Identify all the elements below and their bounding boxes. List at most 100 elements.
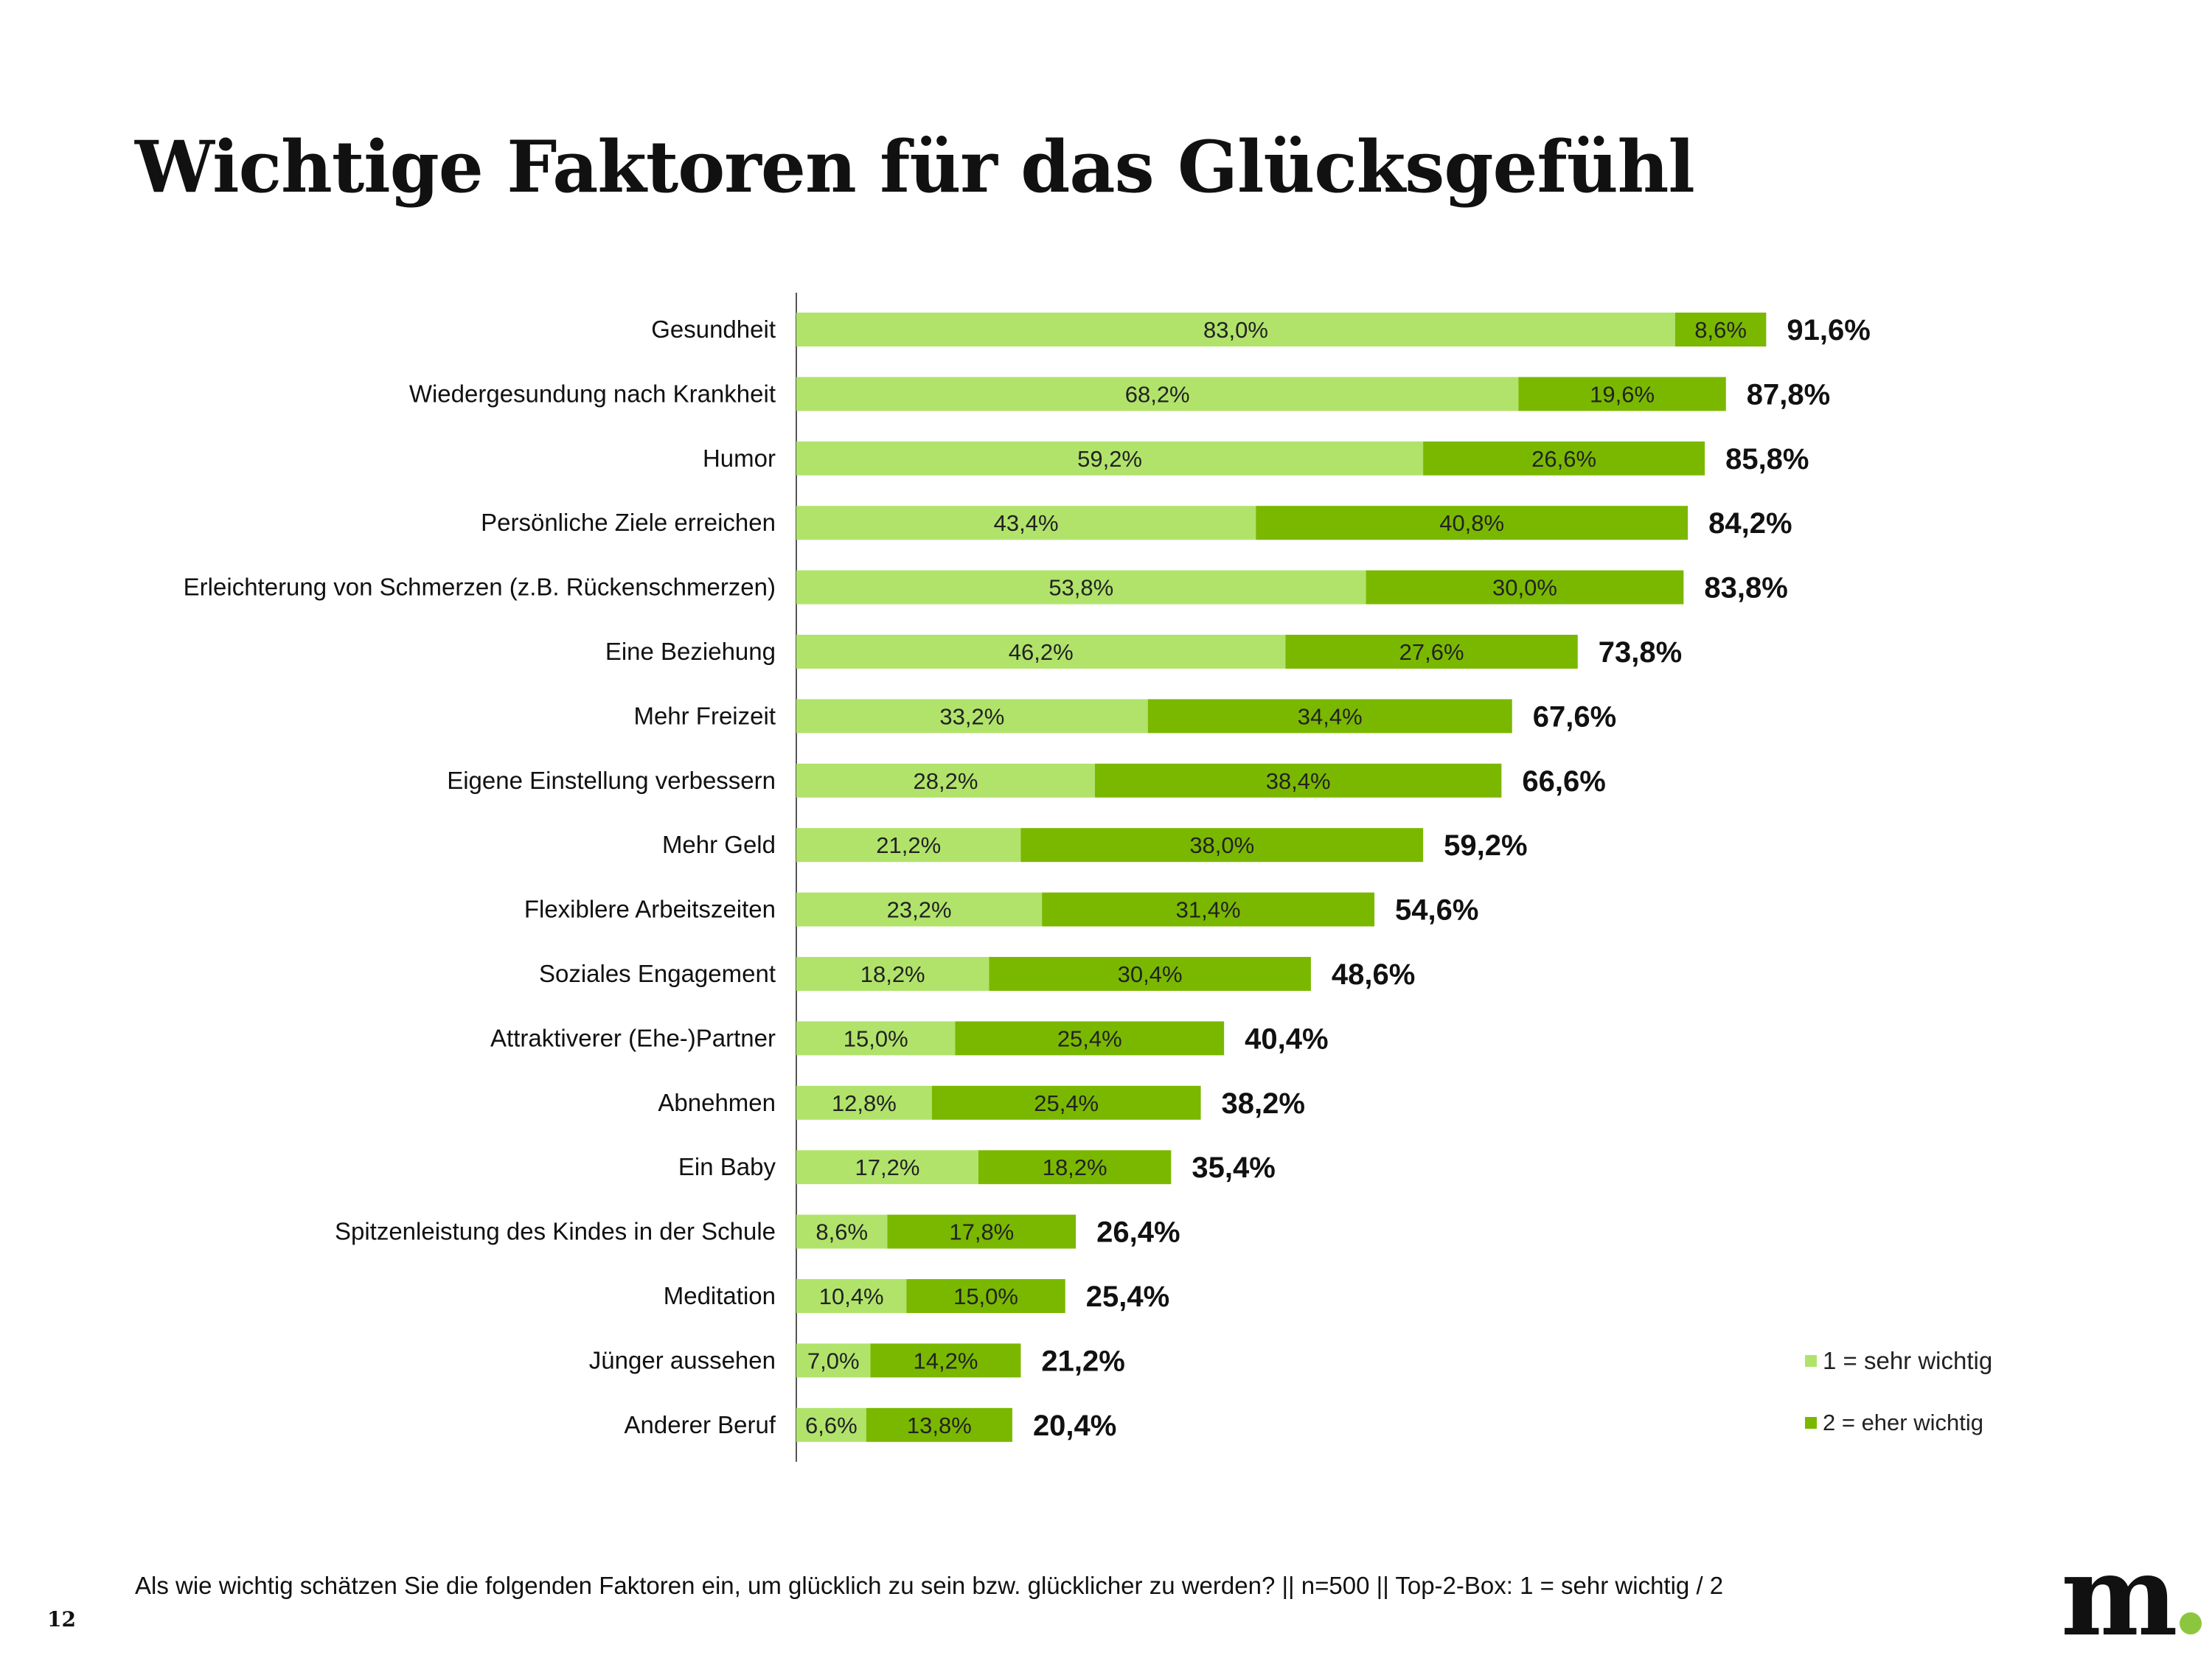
bar-value-label: 6,6% [805, 1413, 858, 1438]
bar-value-label: 38,4% [1266, 768, 1331, 794]
total-value-label: 85,8% [1725, 443, 1809, 476]
logo-letter: m [2061, 1531, 2178, 1661]
category-label: Mehr Freizeit [633, 702, 776, 729]
category-label: Mehr Geld [662, 831, 776, 858]
total-value-label: 20,4% [1033, 1410, 1116, 1442]
category-label: Soziales Engagement [539, 960, 776, 987]
category-label: Erleichterung von Schmerzen (z.B. Rücken… [184, 574, 776, 601]
bar-value-label: 17,8% [949, 1219, 1014, 1245]
total-value-label: 54,6% [1395, 894, 1478, 927]
bar-value-label: 43,4% [994, 510, 1059, 536]
bar-segment-eher-wichtig [906, 1279, 1065, 1313]
bar-segment-sehr-wichtig [796, 699, 1148, 734]
bar-segment-sehr-wichtig [796, 892, 1043, 927]
bar-value-label: 23,2% [887, 897, 952, 923]
total-value-label: 21,2% [1041, 1345, 1124, 1377]
bar-value-label: 8,6% [1694, 317, 1747, 343]
bar-segment-eher-wichtig [1423, 441, 1705, 476]
bar-value-label: 17,2% [855, 1155, 920, 1180]
bar-segment-eher-wichtig [1042, 892, 1375, 927]
bar-segment-sehr-wichtig [796, 1343, 871, 1378]
bar-segment-sehr-wichtig [796, 570, 1366, 605]
total-value-label: 83,8% [1704, 572, 1787, 605]
bar-segment-sehr-wichtig [796, 377, 1519, 411]
bar-value-label: 31,4% [1176, 897, 1241, 923]
bar-value-label: 15,0% [953, 1284, 1018, 1309]
bar-value-label: 46,2% [1009, 639, 1074, 665]
category-label: Abnehmen [658, 1089, 776, 1116]
bar-segment-eher-wichtig [1674, 313, 1767, 347]
category-label: Attraktiverer (Ehe-)Partner [490, 1024, 776, 1051]
bar-segment-eher-wichtig [955, 1021, 1225, 1056]
category-label: Gesundheit [651, 316, 776, 343]
legend-label: 1 = sehr wichtig [1823, 1347, 1993, 1374]
total-value-label: 87,8% [1747, 378, 1830, 411]
total-value-label: 84,2% [1708, 507, 1792, 540]
bar-segment-eher-wichtig [870, 1343, 1021, 1378]
bar-segment-sehr-wichtig [796, 1407, 866, 1442]
category-label: Meditation [664, 1282, 776, 1309]
bar-segment-sehr-wichtig [796, 313, 1675, 347]
bar-segment-eher-wichtig [1020, 828, 1424, 863]
legend-label: 2 = eher wichtig [1823, 1410, 1983, 1435]
bar-value-label: 40,8% [1439, 510, 1504, 536]
total-value-label: 40,4% [1245, 1023, 1328, 1055]
bar-value-label: 30,4% [1118, 961, 1183, 987]
category-label: Flexiblere Arbeitszeiten [524, 896, 776, 923]
bar-segment-eher-wichtig [1256, 506, 1688, 540]
bar-value-label: 28,2% [914, 768, 978, 794]
bar-segment-eher-wichtig [866, 1407, 1012, 1442]
bar-value-label: 15,0% [844, 1025, 908, 1051]
bar-segment-sehr-wichtig [796, 957, 990, 991]
bar-value-label: 34,4% [1298, 703, 1363, 729]
bar-value-label: 68,2% [1125, 381, 1190, 407]
bar-segment-eher-wichtig [1285, 635, 1578, 669]
bar-segment-sehr-wichtig [796, 828, 1021, 863]
category-label: Jünger aussehen [589, 1346, 776, 1373]
total-value-label: 48,6% [1332, 958, 1415, 991]
category-label: Humor [703, 445, 776, 472]
logo-dot [2179, 1612, 2202, 1634]
total-value-label: 26,4% [1096, 1216, 1180, 1249]
total-value-label: 66,6% [1522, 765, 1605, 798]
bar-segment-sehr-wichtig [796, 1021, 956, 1056]
bar-segment-eher-wichtig [1366, 570, 1684, 605]
question-footnote: Als wie wichtig schätzen Sie die folgend… [135, 1572, 1724, 1599]
bar-segment-sehr-wichtig [796, 506, 1256, 540]
page-title: Wichtige Faktoren für das Glücksgefühl [135, 125, 1695, 209]
bar-value-label: 13,8% [907, 1413, 972, 1438]
bar-segment-eher-wichtig [989, 957, 1311, 991]
category-label: Ein Baby [678, 1153, 776, 1180]
bar-value-label: 25,4% [1034, 1090, 1099, 1116]
total-value-label: 91,6% [1787, 314, 1870, 347]
total-value-label: 67,6% [1533, 700, 1616, 733]
bar-value-label: 27,6% [1399, 639, 1464, 665]
category-label: Eigene Einstellung verbessern [447, 767, 776, 794]
category-label: Wiedergesundung nach Krankheit [409, 380, 776, 407]
bar-segment-eher-wichtig [887, 1214, 1077, 1249]
bar-value-label: 21,2% [876, 832, 941, 858]
bar-value-label: 8,6% [815, 1219, 868, 1245]
legend-item-sehr-wichtig: 1 = sehr wichtig [1805, 1347, 1992, 1375]
bar-value-label: 59,2% [1077, 446, 1142, 472]
category-label: Persönliche Ziele erreichen [481, 509, 776, 536]
total-value-label: 73,8% [1599, 636, 1682, 669]
category-label: Spitzenleistung des Kindes in der Schule [335, 1218, 776, 1245]
brand-logo: m [2061, 1541, 2202, 1651]
bar-value-label: 10,4% [819, 1284, 884, 1309]
bar-segment-eher-wichtig [931, 1085, 1201, 1120]
total-value-label: 38,2% [1222, 1087, 1305, 1120]
category-label: Eine Beziehung [605, 638, 776, 665]
bar-segment-eher-wichtig [1147, 699, 1512, 734]
total-value-label: 35,4% [1192, 1152, 1275, 1184]
page-number: 12 [47, 1607, 76, 1632]
bar-value-label: 53,8% [1048, 575, 1113, 601]
bar-value-label: 26,6% [1531, 446, 1596, 472]
bar-segment-eher-wichtig [1094, 763, 1502, 798]
bar-value-label: 18,2% [1043, 1155, 1107, 1180]
bar-value-label: 18,2% [860, 961, 925, 987]
bar-segment-sehr-wichtig [796, 441, 1424, 476]
bar-value-label: 12,8% [832, 1090, 897, 1116]
legend-swatch-dark-green [1805, 1417, 1817, 1429]
